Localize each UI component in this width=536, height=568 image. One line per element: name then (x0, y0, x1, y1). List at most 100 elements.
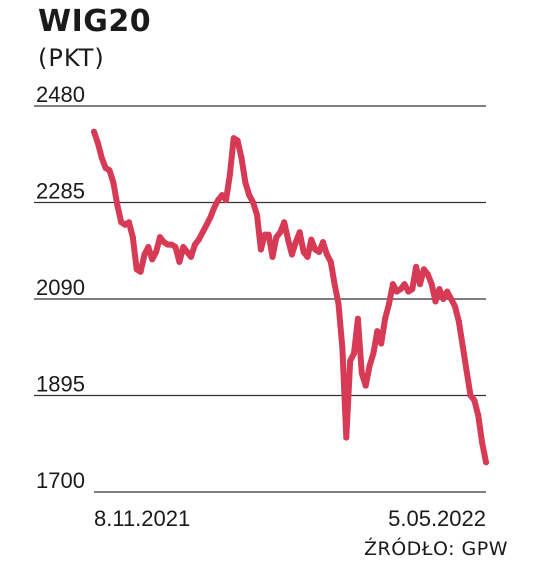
data-point (413, 263, 420, 270)
data-point (257, 246, 264, 253)
data-point (463, 367, 470, 374)
data-point (343, 434, 350, 441)
data-point (114, 201, 121, 208)
data-point (300, 248, 307, 255)
data-point (316, 248, 323, 255)
data-point (366, 362, 373, 369)
source-note: ŹRÓDŁO: GPW (363, 538, 508, 560)
data-point (417, 281, 424, 288)
data-point (129, 234, 136, 241)
y-tick-label: 1700 (36, 468, 85, 493)
data-point (265, 231, 272, 238)
data-points (91, 128, 489, 466)
data-point (471, 397, 478, 404)
data-point (156, 234, 163, 241)
data-point (254, 211, 261, 218)
y-tick-label: 2480 (36, 82, 85, 107)
data-point (335, 300, 342, 307)
data-point (292, 239, 299, 246)
data-point (180, 244, 187, 251)
data-point (106, 167, 113, 174)
data-point (389, 281, 396, 288)
data-point (211, 204, 218, 211)
data-point (448, 296, 455, 302)
chart-subtitle: (PKT) (38, 44, 105, 72)
data-point (436, 286, 443, 293)
data-point (176, 258, 183, 265)
data-point (172, 244, 179, 251)
data-point (269, 253, 276, 260)
data-point (184, 248, 191, 255)
data-point (145, 244, 152, 251)
data-point (323, 251, 330, 258)
data-point (354, 315, 361, 322)
y-axis-labels: 2480 2285 2090 1895 1700 (36, 82, 85, 493)
data-point (141, 251, 148, 258)
data-point (370, 350, 377, 357)
data-point (242, 179, 249, 186)
data-point (401, 281, 408, 288)
data-point (203, 221, 210, 228)
data-point (362, 382, 369, 389)
data-point (125, 219, 132, 226)
data-point (149, 256, 156, 263)
data-point (347, 357, 354, 364)
data-point (277, 229, 284, 236)
data-point (385, 300, 392, 307)
data-point (420, 266, 427, 273)
data-point (432, 298, 439, 305)
y-tick-label: 2090 (36, 275, 85, 300)
data-point (91, 128, 97, 135)
data-point (397, 286, 404, 293)
data-point (110, 179, 117, 186)
data-point (378, 340, 385, 347)
data-point (98, 154, 105, 161)
data-point (222, 197, 229, 204)
data-point (424, 271, 431, 278)
data-point (459, 343, 466, 350)
data-point (288, 251, 295, 258)
data-point (331, 281, 338, 288)
data-point (467, 392, 474, 399)
data-point (219, 192, 226, 199)
data-point (479, 439, 486, 446)
data-point (440, 296, 447, 302)
y-tick-label: 2285 (36, 179, 85, 204)
data-point (191, 241, 198, 248)
data-point (327, 258, 334, 265)
data-point (319, 239, 326, 246)
data-point (409, 286, 416, 293)
data-point (428, 281, 435, 288)
data-point (308, 236, 315, 243)
x-tick-label: 5.05.2022 (388, 506, 486, 531)
data-point (226, 172, 233, 179)
data-point (382, 315, 389, 322)
data-point (374, 328, 381, 335)
x-tick-label: 8.11.2021 (94, 506, 190, 531)
data-point (358, 370, 365, 377)
data-point (246, 192, 253, 199)
data-point (153, 248, 160, 255)
data-point (455, 318, 462, 325)
data-point (199, 229, 206, 236)
gridlines (34, 105, 486, 397)
chart-title: WIG20 (38, 4, 152, 39)
data-point (351, 350, 358, 357)
data-point (451, 303, 458, 310)
data-point (273, 234, 280, 241)
x-axis: 8.11.2021 5.05.2022 (94, 491, 486, 531)
y-tick-label: 1895 (36, 372, 85, 397)
data-point (207, 214, 214, 221)
data-point (188, 253, 195, 260)
data-point (215, 197, 222, 204)
series-line-wig20 (91, 128, 489, 466)
data-point (137, 268, 144, 275)
data-point (304, 253, 311, 260)
data-point (94, 140, 101, 147)
data-point (285, 236, 292, 243)
data-point (339, 345, 346, 352)
data-point (296, 229, 303, 236)
data-point (195, 236, 202, 243)
data-point (238, 154, 245, 161)
